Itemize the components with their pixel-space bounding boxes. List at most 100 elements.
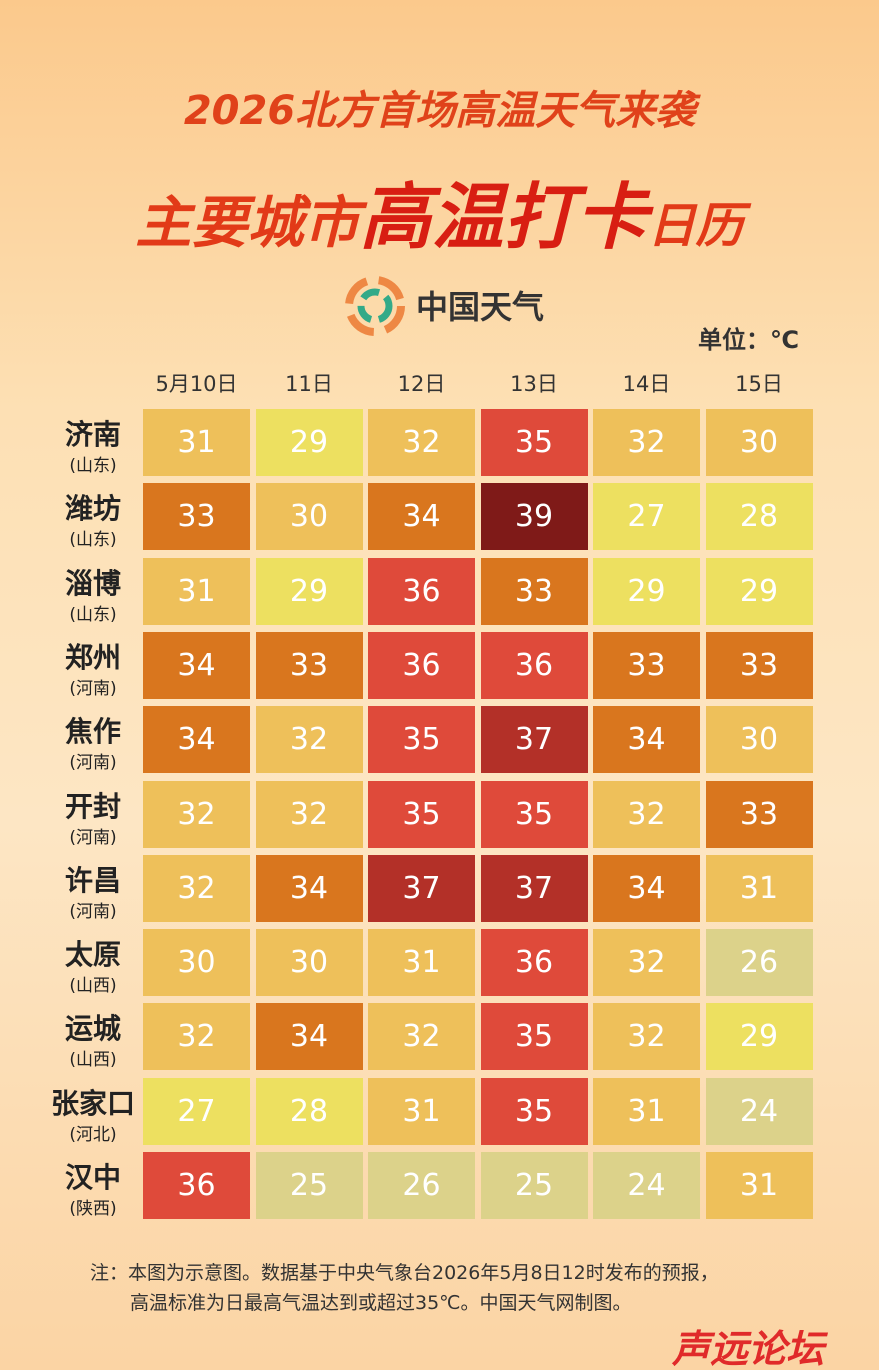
column-header: 11日 <box>285 372 333 396</box>
temp-cell: 37 <box>480 854 588 922</box>
city: 许昌 <box>64 863 121 897</box>
city: 开封 <box>64 789 121 823</box>
temp-cell: 35 <box>480 409 588 476</box>
temp-cell: 32 <box>255 706 363 774</box>
city: 太原 <box>64 938 121 972</box>
temp-cell: 29 <box>255 557 363 625</box>
temp-cell: 29 <box>593 557 700 625</box>
subtitle: 主要城市高温打卡日历 <box>0 158 879 263</box>
column-header: 5月10日 <box>155 372 238 396</box>
temp-cell: 29 <box>255 409 363 476</box>
column-header: 12日 <box>397 372 446 396</box>
unit: 单位：℃ <box>698 326 800 354</box>
temp-cell: 34 <box>255 1003 363 1071</box>
temp-cell: 33 <box>705 631 813 699</box>
province: (陕西) <box>69 1199 117 1219</box>
temp-cell: 31 <box>143 557 250 625</box>
temp-cell: 30 <box>143 929 250 997</box>
temp-cell: 32 <box>368 409 475 476</box>
temp-cell: 32 <box>593 1003 700 1071</box>
temp-cell: 35 <box>480 1003 588 1071</box>
title: 2026北方首场高温天气来袭 <box>183 88 696 134</box>
temp-cell: 28 <box>255 1077 363 1145</box>
temp-cell: 36 <box>368 557 475 625</box>
province: (河北) <box>69 1124 117 1145</box>
city: 焦作 <box>64 715 121 749</box>
province: (山东) <box>69 456 117 476</box>
temp-cell: 24 <box>593 1152 700 1219</box>
temp-cell: 32 <box>593 780 700 848</box>
city: 汉中 <box>64 1161 121 1194</box>
temp-cell: 24 <box>705 1077 813 1145</box>
temp-cell: 32 <box>368 1003 475 1071</box>
temp-cell: 33 <box>480 557 588 625</box>
column-header: 14日 <box>622 372 671 396</box>
temp-cell: 33 <box>705 780 813 848</box>
temp-cell: 27 <box>593 483 700 551</box>
temp-cell: 37 <box>480 706 588 774</box>
temp-cell: 34 <box>255 854 363 922</box>
temp-cell: 31 <box>368 929 475 997</box>
temp-cell: 36 <box>368 631 475 699</box>
temp-cell: 29 <box>705 557 813 625</box>
city: 潍坊 <box>64 492 121 526</box>
temp-cell: 32 <box>143 1003 250 1071</box>
subtitle-part: 主要城市 <box>135 191 360 256</box>
temp-cell: 32 <box>143 854 250 922</box>
temp-cell: 31 <box>368 1077 475 1145</box>
province: (河南) <box>69 678 117 699</box>
temp-cell: 30 <box>705 409 813 476</box>
temp-cell: 35 <box>480 780 588 848</box>
temp-cell: 33 <box>255 631 363 699</box>
city: 济南 <box>64 418 121 451</box>
city: 运城 <box>64 1012 121 1046</box>
logo-text: 中国天气 <box>416 288 545 326</box>
column-header: 15日 <box>735 372 783 396</box>
note: 高温标准为日最高气温达到或超过35℃。中国天气网制图。 <box>130 1292 632 1314</box>
subtitle-part: 高温打卡 <box>359 175 648 259</box>
column-header: 13日 <box>510 372 558 396</box>
temp-cell: 35 <box>368 780 475 848</box>
temp-cell: 34 <box>593 854 700 922</box>
subtitle-part: 日历 <box>647 198 744 254</box>
city: 郑州 <box>64 640 121 674</box>
temp-cell: 27 <box>143 1077 250 1145</box>
temp-cell: 30 <box>255 483 363 551</box>
temp-cell: 30 <box>255 929 363 997</box>
temp-cell: 37 <box>368 854 475 922</box>
temp-cell: 33 <box>143 483 250 551</box>
temp-cell: 28 <box>705 483 813 551</box>
temp-cell: 32 <box>255 780 363 848</box>
temp-cell: 34 <box>143 706 250 774</box>
logo-icon <box>345 276 405 336</box>
province: (山西) <box>69 1050 117 1071</box>
temp-cell: 34 <box>593 706 700 774</box>
temp-cell: 32 <box>143 780 250 848</box>
temp-cell: 35 <box>480 1077 588 1145</box>
city: 淄博 <box>64 566 121 600</box>
temp-cell: 39 <box>480 483 588 551</box>
city: 张家口 <box>50 1086 135 1120</box>
temp-cell: 26 <box>368 1152 475 1219</box>
temp-cell: 33 <box>593 631 700 699</box>
temp-cell: 31 <box>705 854 813 922</box>
temp-cell: 36 <box>143 1152 250 1219</box>
province: (山东) <box>69 530 117 551</box>
temp-cell: 34 <box>143 631 250 699</box>
temp-cell: 34 <box>368 483 475 551</box>
brand: 声远论坛 <box>672 1327 825 1370</box>
temp-cell: 31 <box>705 1152 813 1219</box>
temp-cell: 32 <box>593 409 700 476</box>
temp-cell: 36 <box>480 631 588 699</box>
temp-cell: 32 <box>593 929 700 997</box>
temp-cell: 35 <box>368 706 475 774</box>
temp-cell: 25 <box>255 1152 363 1219</box>
note: 注：本图为示意图。数据基于中央气象台2026年5月8日12时发布的预报， <box>90 1262 719 1284</box>
temp-cell: 31 <box>143 409 250 476</box>
province: (河南) <box>69 901 117 922</box>
province: (山西) <box>69 976 117 997</box>
temp-cell: 36 <box>480 929 588 997</box>
temp-cell: 30 <box>705 706 813 774</box>
province: (河南) <box>69 827 117 848</box>
